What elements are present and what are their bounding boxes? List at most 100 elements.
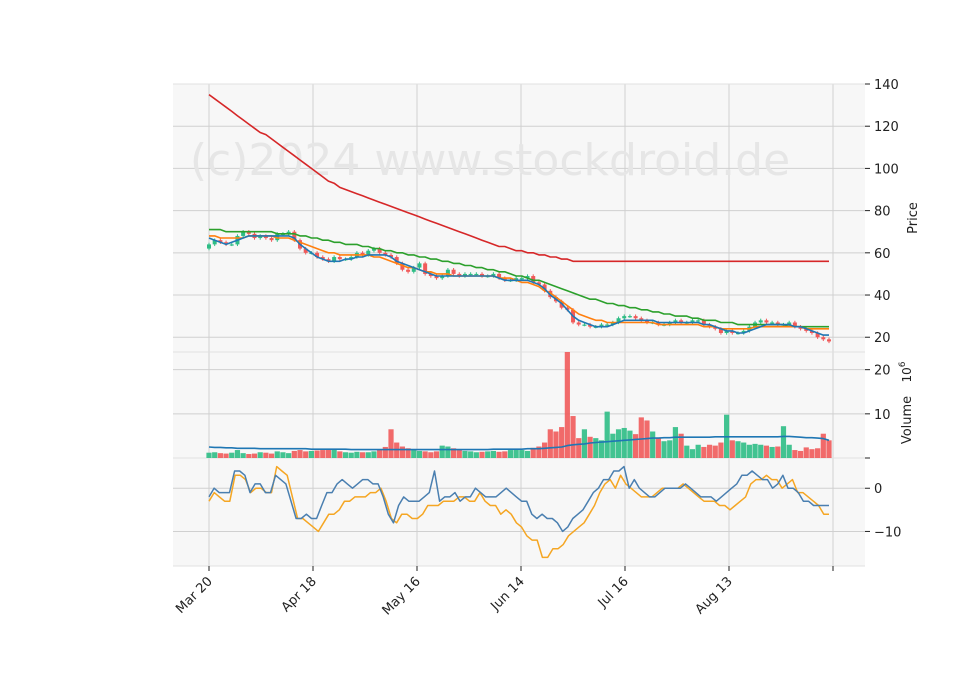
volume-bar <box>371 451 377 458</box>
volume-bar <box>672 427 679 458</box>
candle-body <box>315 252 320 258</box>
volume-bar <box>735 441 741 458</box>
volume-bar <box>763 445 770 458</box>
candle-body <box>303 248 308 253</box>
price-tick-label: 40 <box>874 289 891 304</box>
volume-bar <box>741 442 747 458</box>
volume-bar <box>752 443 758 458</box>
volume-bar <box>610 433 616 458</box>
candle-body <box>229 244 234 246</box>
candle-body <box>457 273 462 277</box>
candle-body <box>389 254 394 258</box>
candle-body <box>616 318 621 323</box>
volume-bar <box>729 440 735 458</box>
candle-body <box>696 320 701 322</box>
volume-axis-exponent: 106 <box>898 361 914 382</box>
candle-body <box>417 263 422 268</box>
candle-body <box>258 235 263 239</box>
ma-short-line <box>208 235 829 336</box>
volume-bar <box>803 447 809 458</box>
candle-body <box>622 316 627 319</box>
volume-bar <box>769 446 775 458</box>
candle-body <box>519 278 524 280</box>
candle-body <box>531 276 536 283</box>
volume-bar <box>695 444 701 458</box>
candle-body <box>434 276 439 279</box>
candle-body <box>462 273 467 277</box>
candle-body <box>588 324 593 327</box>
volume-bar <box>234 450 241 458</box>
volume-bar <box>524 450 531 458</box>
volume-layer <box>206 352 832 458</box>
candle-body <box>827 339 831 342</box>
candle-body <box>679 320 684 323</box>
volume-bar <box>678 433 684 458</box>
candle-body <box>775 322 780 325</box>
volume-bar <box>382 446 388 458</box>
x-tick-label: May 16 <box>380 574 424 618</box>
volume-bar <box>559 427 565 458</box>
volume-bar <box>206 452 212 458</box>
volume-bar <box>593 438 599 458</box>
volume-bar <box>291 450 297 458</box>
volume-bar <box>286 453 292 458</box>
volume-bar <box>297 450 303 458</box>
volume-bar <box>587 436 593 458</box>
candle-body <box>275 233 280 241</box>
volume-bar <box>536 446 542 458</box>
candle-body <box>349 257 354 260</box>
candle-body <box>400 263 405 270</box>
volume-bar <box>263 452 269 458</box>
candle-body <box>480 273 485 277</box>
volume-bar <box>519 450 525 458</box>
price-layer <box>207 228 831 344</box>
volume-bar <box>280 452 286 458</box>
volume-bar <box>627 430 633 458</box>
candle-body <box>821 337 826 340</box>
ma-mid-line <box>209 235 829 330</box>
volume-axis-label: Volume <box>900 396 915 444</box>
candle-body <box>633 316 638 319</box>
candle-body <box>269 238 274 241</box>
candle-body <box>525 276 530 279</box>
candle-body <box>673 320 678 323</box>
volume-bar <box>268 453 275 458</box>
volume-bar <box>689 449 696 458</box>
candle-body <box>770 322 775 324</box>
candle-body <box>360 252 365 255</box>
volume-bar <box>718 442 724 458</box>
volume-bar <box>337 451 343 458</box>
candle-body <box>667 322 672 325</box>
candle-body <box>730 330 735 334</box>
candle-body <box>536 282 541 285</box>
candle-body <box>377 248 382 253</box>
volume-bar <box>502 451 508 458</box>
volume-tick-label: 20 <box>874 364 891 379</box>
candle-body <box>451 269 456 274</box>
volume-bar <box>342 452 349 458</box>
volume-bar <box>320 450 326 458</box>
candle-body <box>440 276 445 279</box>
volume-tick-label: 10 <box>874 408 891 423</box>
volume-bar <box>388 429 394 458</box>
volume-bar <box>439 445 445 458</box>
oscillator-panel-bg <box>173 458 865 566</box>
candle-body <box>599 324 604 327</box>
candle-body <box>639 318 644 321</box>
ma-200-line <box>208 93 829 263</box>
candle-body <box>366 250 371 255</box>
volume-bar <box>405 448 411 458</box>
price-tick-label: 80 <box>874 205 891 220</box>
candle-body <box>582 324 587 326</box>
x-tick-label: Apr 18 <box>279 574 320 615</box>
candle-body <box>707 324 712 327</box>
volume-bar <box>780 426 787 458</box>
candle-body <box>644 320 649 323</box>
oscillator-fast-line <box>208 465 829 533</box>
volume-bar <box>314 450 320 458</box>
candle-body <box>656 322 661 325</box>
volume-bar <box>513 449 519 458</box>
x-tick-label: Jul 16 <box>595 574 632 611</box>
candle-body <box>423 263 428 274</box>
